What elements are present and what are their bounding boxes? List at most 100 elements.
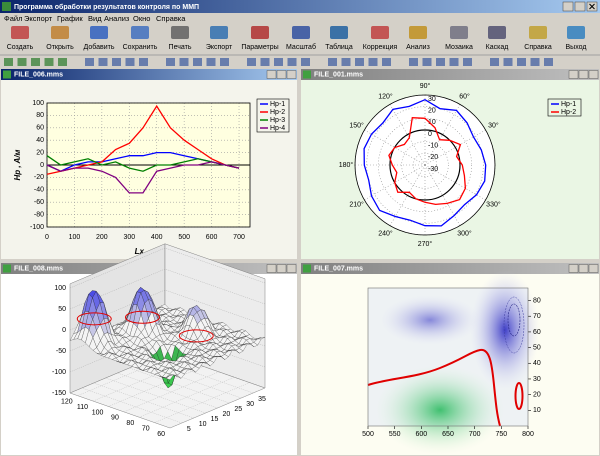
maximize-button[interactable] [276,70,287,79]
y-tick-label: 100 [32,100,44,107]
minimize-button[interactable] [266,264,277,273]
small-tool-icon[interactable] [85,58,94,66]
z-tick-label: 50 [58,306,66,313]
maximize-button[interactable] [276,264,287,273]
toolbar-button[interactable]: Справка [524,44,552,51]
toolbar-icon[interactable] [409,26,427,39]
toolbar-button[interactable]: Сохранить [123,44,158,51]
toolbar-icon[interactable] [171,26,189,39]
small-tool-icon[interactable] [355,58,364,66]
menu-item[interactable]: Вид [88,14,102,23]
small-tool-icon[interactable] [287,58,297,66]
small-tool-icon[interactable] [301,58,310,66]
maximize-button[interactable] [578,70,589,79]
small-tool-icon[interactable] [206,58,216,66]
small-tool-icon[interactable] [409,58,418,66]
small-tool-icon[interactable] [4,58,13,66]
y-tick-label: 80 [126,420,134,427]
x-tick-label: 20 [223,411,231,418]
toolbar-icon[interactable] [371,26,389,39]
minimize-button[interactable] [266,70,277,79]
child-title-bar [1,69,297,80]
menu-item[interactable]: Анализ [104,14,130,23]
menu-item[interactable]: Окно [133,14,150,23]
toolbar-icon[interactable] [292,26,310,39]
small-tool-icon[interactable] [31,58,40,66]
small-tool-icon[interactable] [247,58,256,66]
legend-label: Hp-2 [561,109,576,116]
y-tick-label: 0 [40,162,44,169]
toolbar-button[interactable]: Создать [7,44,34,51]
toolbar-button[interactable]: Печать [169,44,192,51]
menu-item[interactable]: Экспорт [24,14,53,23]
minimize-button[interactable] [562,1,574,12]
small-tool-icon[interactable] [179,58,189,66]
small-tool-icon[interactable] [166,58,175,66]
toolbar-icon[interactable] [488,26,506,39]
toolbar-button[interactable]: Каскад [486,44,509,51]
toolbar-button[interactable]: Мозаика [445,44,473,51]
toolbar-icon[interactable] [90,26,108,39]
y-tick-label: 120 [61,399,73,406]
toolbar-icon[interactable] [11,26,29,39]
maximize-button[interactable] [578,264,589,273]
close-button[interactable] [588,264,599,273]
small-tool-icon[interactable] [341,58,351,66]
small-tool-icon[interactable] [58,58,67,66]
small-tool-icon[interactable] [193,58,202,66]
toolbar-icon[interactable] [131,26,149,39]
small-tool-icon[interactable] [436,58,445,66]
maximize-button[interactable] [574,1,586,12]
small-tool-icon[interactable] [382,58,391,66]
toolbar-button[interactable]: Добавить [84,43,115,51]
toolbar-button[interactable]: Выход [566,44,587,51]
toolbar-icon[interactable] [251,26,269,39]
small-tool-icon[interactable] [44,58,54,66]
toolbar-button[interactable]: Таблица [325,43,353,51]
toolbar-button[interactable]: Открыть [46,44,74,51]
small-tool-icon[interactable] [449,58,459,66]
toolbar-button[interactable]: Экспорт [206,44,233,51]
small-tool-icon[interactable] [328,58,337,66]
small-tool-icon[interactable] [503,58,513,66]
small-tool-icon[interactable] [544,58,553,66]
small-tool-icon[interactable] [260,58,270,66]
y-tick-label: -100 [30,224,44,231]
small-tool-icon[interactable] [17,58,27,66]
r-tick-label: 10 [428,119,436,126]
toolbar-button[interactable]: Коррекция [363,44,398,51]
z-tick-label: 100 [54,285,66,292]
toolbar-button[interactable]: Анализ [406,44,430,51]
small-tool-icon[interactable] [220,58,229,66]
small-tool-icon[interactable] [490,58,499,66]
toolbar-icon[interactable] [51,26,69,39]
toolbar-icon[interactable] [567,26,585,39]
minimize-button[interactable] [568,70,579,79]
small-tool-icon[interactable] [112,58,121,66]
small-tool-icon[interactable] [517,58,526,66]
toolbar-icon[interactable] [330,26,348,39]
small-tool-icon[interactable] [463,58,472,66]
small-tool-icon[interactable] [98,58,108,66]
menu-item[interactable]: Справка [156,14,186,23]
small-tool-icon[interactable] [274,58,283,66]
small-tool-icon[interactable] [139,58,148,66]
small-tool-icon[interactable] [368,58,378,66]
minimize-button[interactable] [568,264,579,273]
menu-item[interactable]: Файл [4,14,22,23]
small-tool-icon[interactable] [530,58,540,66]
menu-item[interactable]: График [57,14,83,23]
toolbar-button[interactable]: Масштаб [286,43,316,51]
window-icon [303,70,311,79]
close-button[interactable] [286,264,297,273]
close-button[interactable] [588,70,599,79]
toolbar-icon[interactable] [210,26,228,39]
small-tool-icon[interactable] [422,58,432,66]
y-tick-label: 60 [36,125,44,132]
toolbar-icon[interactable] [529,26,547,39]
toolbar-icon[interactable] [450,26,468,39]
close-button[interactable] [286,70,297,79]
toolbar-button[interactable]: Параметры [241,44,278,51]
small-tool-icon[interactable] [125,58,135,66]
